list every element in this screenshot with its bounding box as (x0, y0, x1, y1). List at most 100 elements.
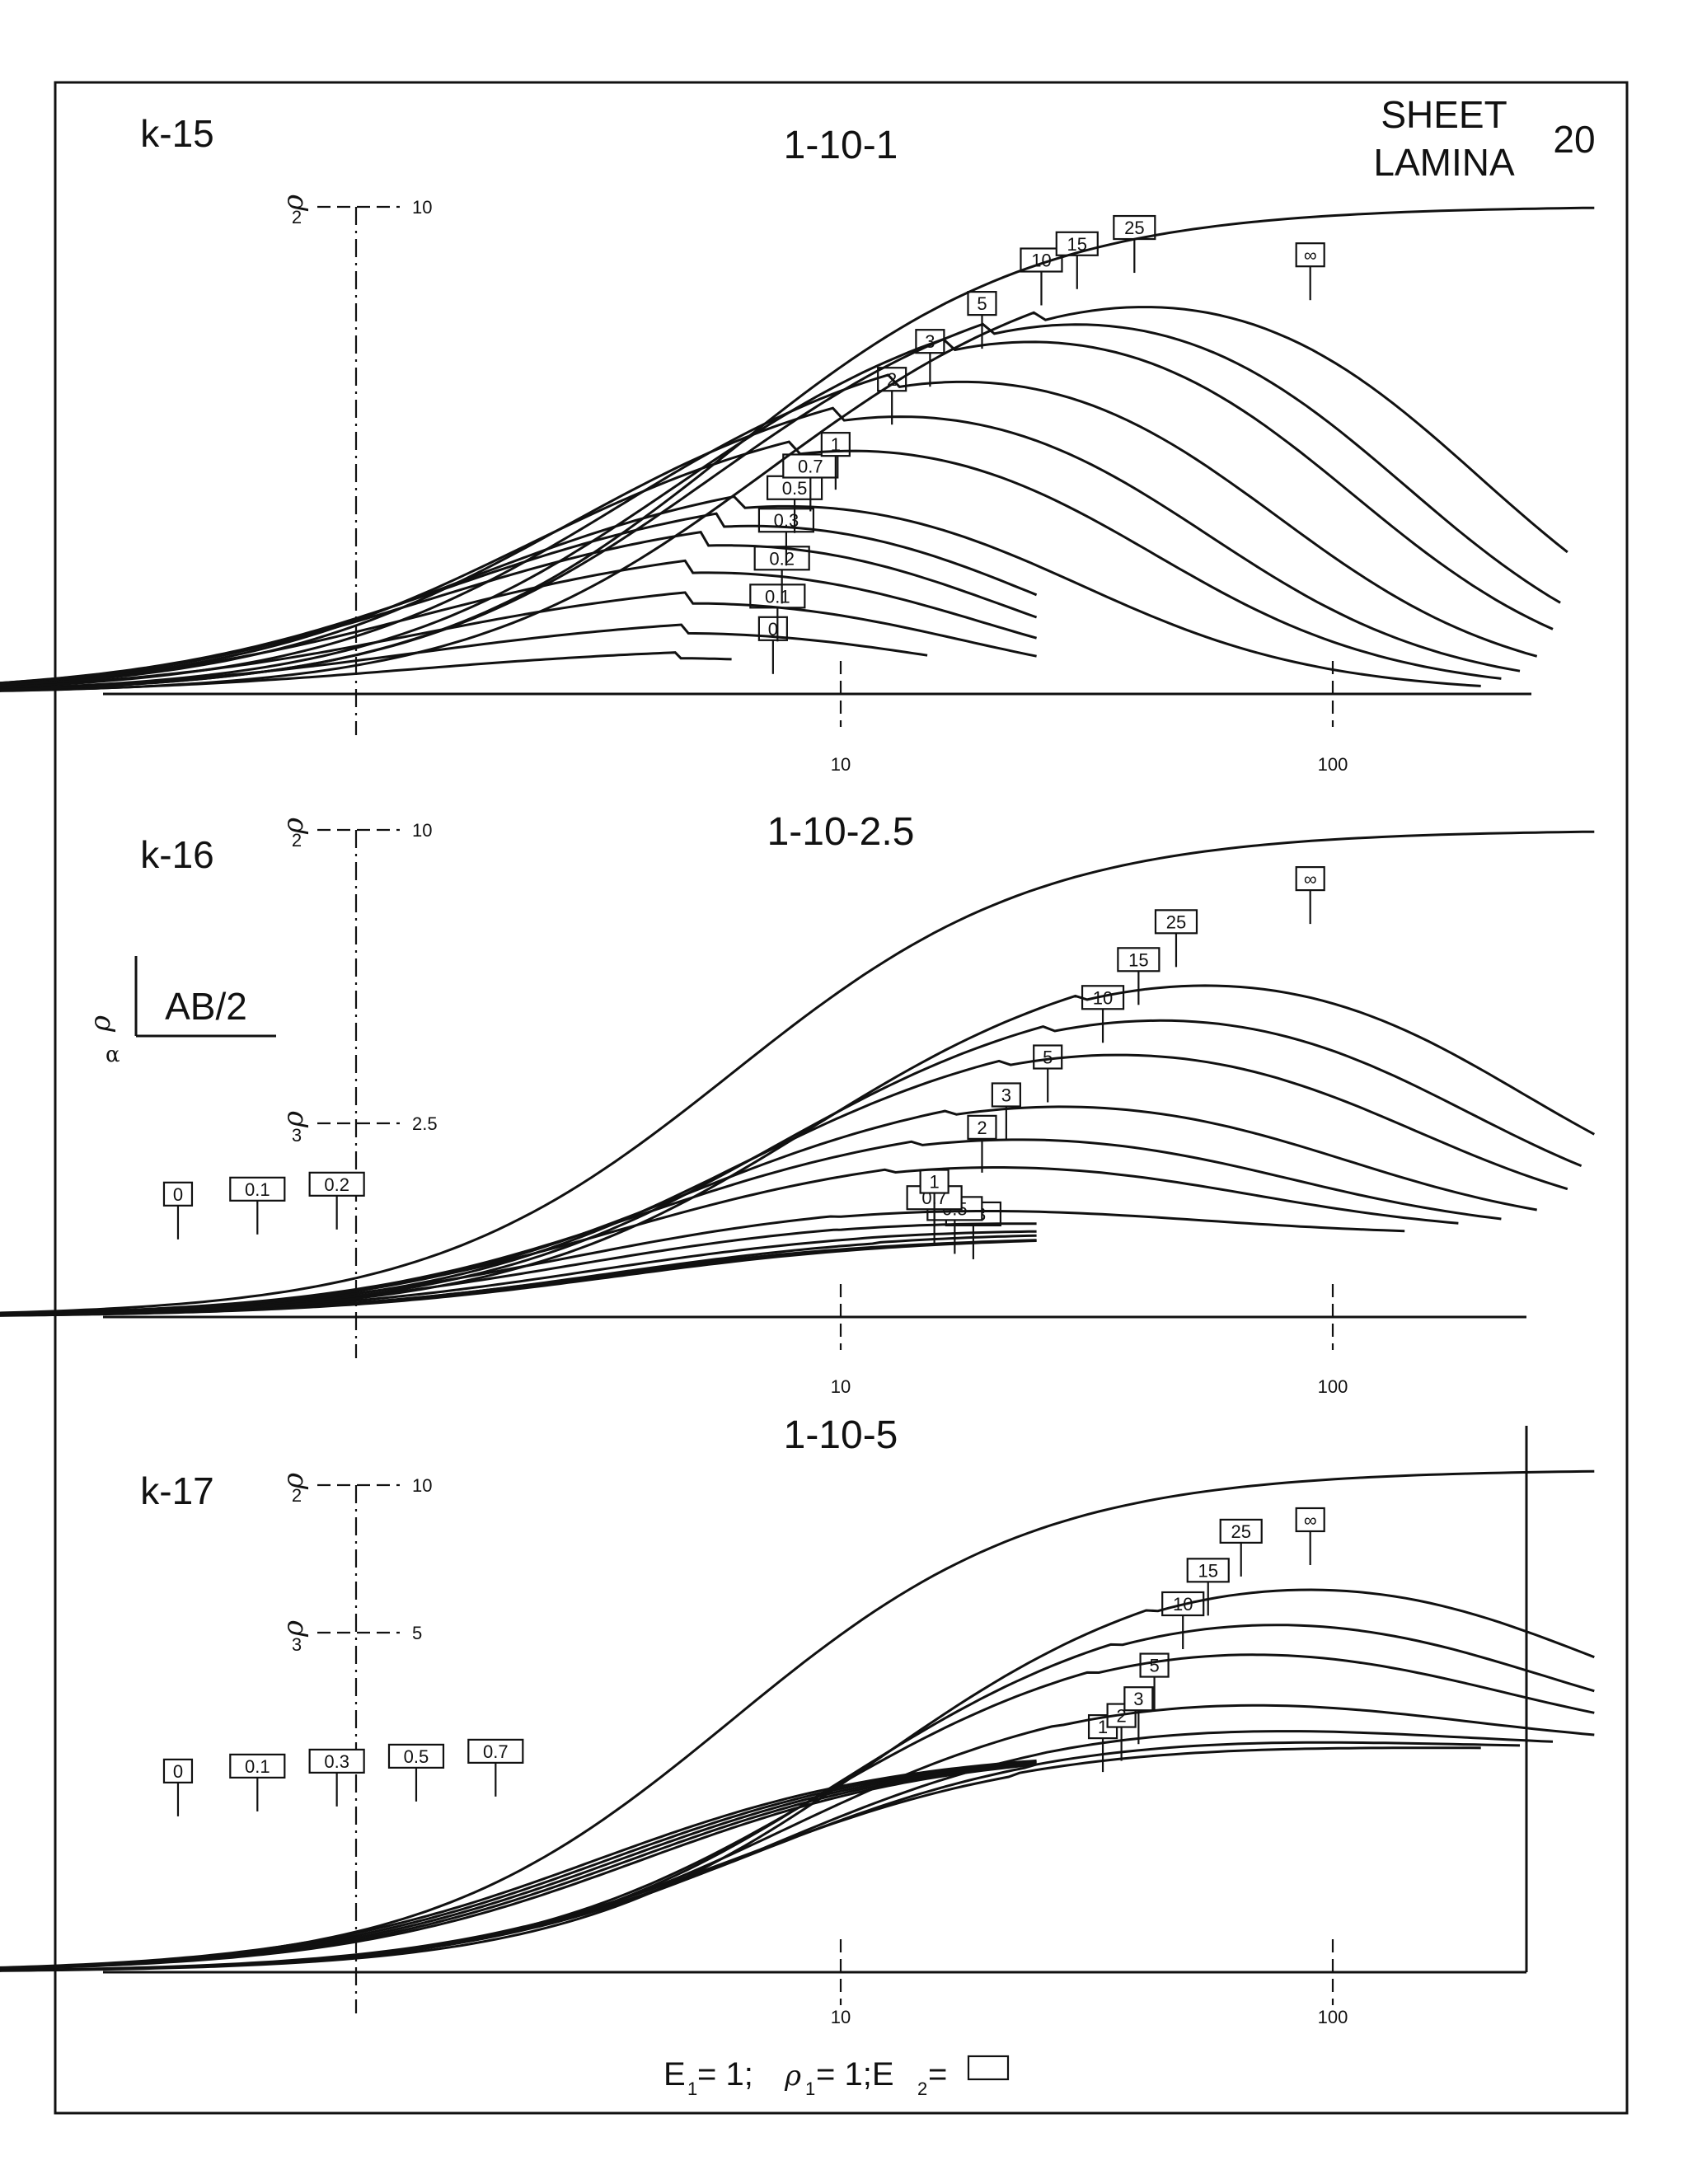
series-label-box (919, 1169, 950, 1194)
formula-eq2: = 1;E (816, 2056, 894, 2093)
series-label-0.7: 0.7 (483, 1741, 509, 1762)
rho2-subscript: 2 (292, 207, 302, 227)
series-curve-5 (0, 373, 1538, 689)
rho2-symbol: ρ (277, 1473, 310, 1490)
x-tick-label: 100 (1318, 754, 1348, 775)
series-label-0.1: 0.1 (765, 586, 790, 607)
series-label-25: 25 (1166, 912, 1186, 932)
series-curve-25 (0, 306, 1568, 692)
sheet-header: SHEET LAMINA 20 (1373, 93, 1595, 184)
series-label-5: 5 (1043, 1047, 1053, 1068)
sheet-label: SHEET (1381, 93, 1507, 136)
series-curve-1 (0, 494, 1481, 687)
rho3-symbol: ρ (277, 1620, 310, 1638)
series-label-15: 15 (1128, 949, 1148, 970)
panel-id-label: k-16 (140, 833, 213, 876)
series-label-box (1186, 1558, 1230, 1583)
series-curve-0.7 (0, 1763, 1037, 1971)
x-tick-label: 100 (1318, 2007, 1348, 2027)
formula-e1: E (663, 2056, 686, 2093)
series-label-25: 25 (1231, 1521, 1250, 1542)
series-curve-0.3 (0, 1761, 1037, 1970)
rho2-value: 10 (412, 820, 432, 841)
series-label-15: 15 (1198, 1560, 1217, 1581)
series-label-box (308, 1171, 365, 1197)
series-curve-3 (0, 406, 1521, 687)
panel-title: 1-10-2.5 (767, 810, 915, 854)
series-label-0.7: 0.7 (798, 456, 823, 476)
series-curve-2 (0, 1741, 1521, 1972)
formula-rho1: ρ (784, 2060, 801, 2093)
series-label-box (749, 583, 806, 609)
series-label-3: 3 (1001, 1085, 1011, 1105)
series-curve-0.5 (0, 530, 1038, 685)
series-label-∞: ∞ (1304, 245, 1317, 265)
rho2-subscript: 2 (292, 1485, 302, 1506)
series-curve-0.5 (0, 1762, 1037, 1971)
series-curve-25 (0, 984, 1596, 1317)
legend-rho-symbol: ρ (84, 1015, 117, 1033)
x-tick-label: 100 (1318, 1376, 1348, 1397)
series-label-box (991, 1082, 1021, 1108)
series-label-box (1154, 909, 1198, 935)
rho2-value: 10 (412, 1475, 432, 1496)
series-curve-0 (0, 1759, 1037, 1969)
series-label-box (967, 1114, 997, 1140)
series-label-box (467, 1738, 524, 1764)
series-curve-0 (0, 1239, 1037, 1317)
rho2-subscript: 2 (292, 830, 302, 851)
panel-id-label: k-17 (140, 1469, 213, 1512)
series-label-box (1295, 1507, 1325, 1533)
chart-panel-k16: k-161-10-2.5ρ210ρ32.51010000.10.20.30.50… (0, 810, 1596, 1397)
series-curve-∞ (0, 206, 1595, 691)
series-label-box (1295, 865, 1325, 892)
series-label-box (967, 291, 997, 316)
series-label-25: 25 (1124, 218, 1144, 238)
series-curve-∞ (0, 1469, 1595, 1970)
rho2-value: 10 (412, 197, 432, 218)
series-label-0.1: 0.1 (245, 1756, 270, 1777)
series-curve-∞ (0, 830, 1595, 1315)
x-tick-label: 10 (831, 2007, 851, 2027)
series-label-0.2: 0.2 (324, 1174, 349, 1195)
formula-eq3: = (928, 2056, 947, 2093)
series-curve-5 (0, 1704, 1595, 1972)
series-label-1: 1 (831, 434, 841, 455)
rho2-symbol: ρ (277, 818, 310, 835)
series-label-3: 3 (1133, 1689, 1143, 1709)
series-label-box (1219, 1518, 1263, 1544)
series-label-box (387, 1743, 445, 1769)
legend-rho-alpha-subscript: α (106, 1043, 120, 1067)
series-label-box (766, 475, 823, 500)
series-curve-25 (0, 1588, 1595, 1972)
series-label-∞: ∞ (1304, 1510, 1317, 1530)
formula-e1-sub: 1 (687, 2079, 697, 2099)
rho3-value: 5 (412, 1623, 422, 1643)
series-label-2: 2 (977, 1118, 987, 1138)
axis-legend: ρ α AB/2 (84, 956, 276, 1067)
rho2-symbol: ρ (277, 194, 310, 212)
series-label-box (1123, 1686, 1154, 1712)
sheet-frame (54, 81, 1629, 2115)
series-label-box (162, 1181, 194, 1207)
lamina-label: LAMINA (1373, 141, 1515, 184)
series-label-0.5: 0.5 (404, 1746, 429, 1767)
series-label-1: 1 (1098, 1717, 1108, 1737)
series-label-5: 5 (1149, 1656, 1159, 1676)
series-label-0.5: 0.5 (782, 478, 808, 499)
rho3-symbol: ρ (277, 1111, 310, 1128)
series-label-box (1117, 947, 1160, 972)
series-curve-2 (0, 440, 1502, 687)
rho3-subscript: 3 (292, 1634, 302, 1655)
formula-rho1-sub: 1 (805, 2079, 815, 2099)
rho3-value: 2.5 (412, 1113, 438, 1134)
series-label-0: 0 (173, 1184, 183, 1205)
legend-ab-label: AB/2 (165, 985, 247, 1028)
series-label-∞: ∞ (1304, 869, 1317, 889)
footer-formula: E 1 = 1; ρ 1 = 1;E 2 = (663, 2055, 1010, 2099)
rho3-subscript: 3 (292, 1125, 302, 1146)
formula-e2-sub: 2 (917, 2079, 927, 2099)
